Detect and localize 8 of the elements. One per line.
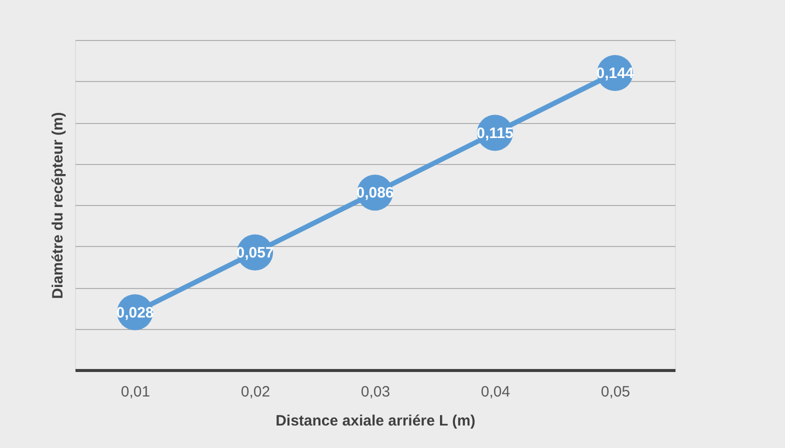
x-tick-label: 0,03: [360, 384, 390, 400]
x-tick-label: 0,02: [240, 384, 270, 400]
x-axis-title: Distance axiale arriére L (m): [276, 412, 476, 430]
y-axis-title: Diamétre du recépteur (m): [50, 112, 66, 299]
x-tick-label: 0,05: [600, 384, 630, 400]
x-tick-label: 0,04: [480, 384, 510, 400]
data-label: 0,115: [476, 124, 514, 142]
x-tick-label: 0,01: [120, 384, 150, 400]
